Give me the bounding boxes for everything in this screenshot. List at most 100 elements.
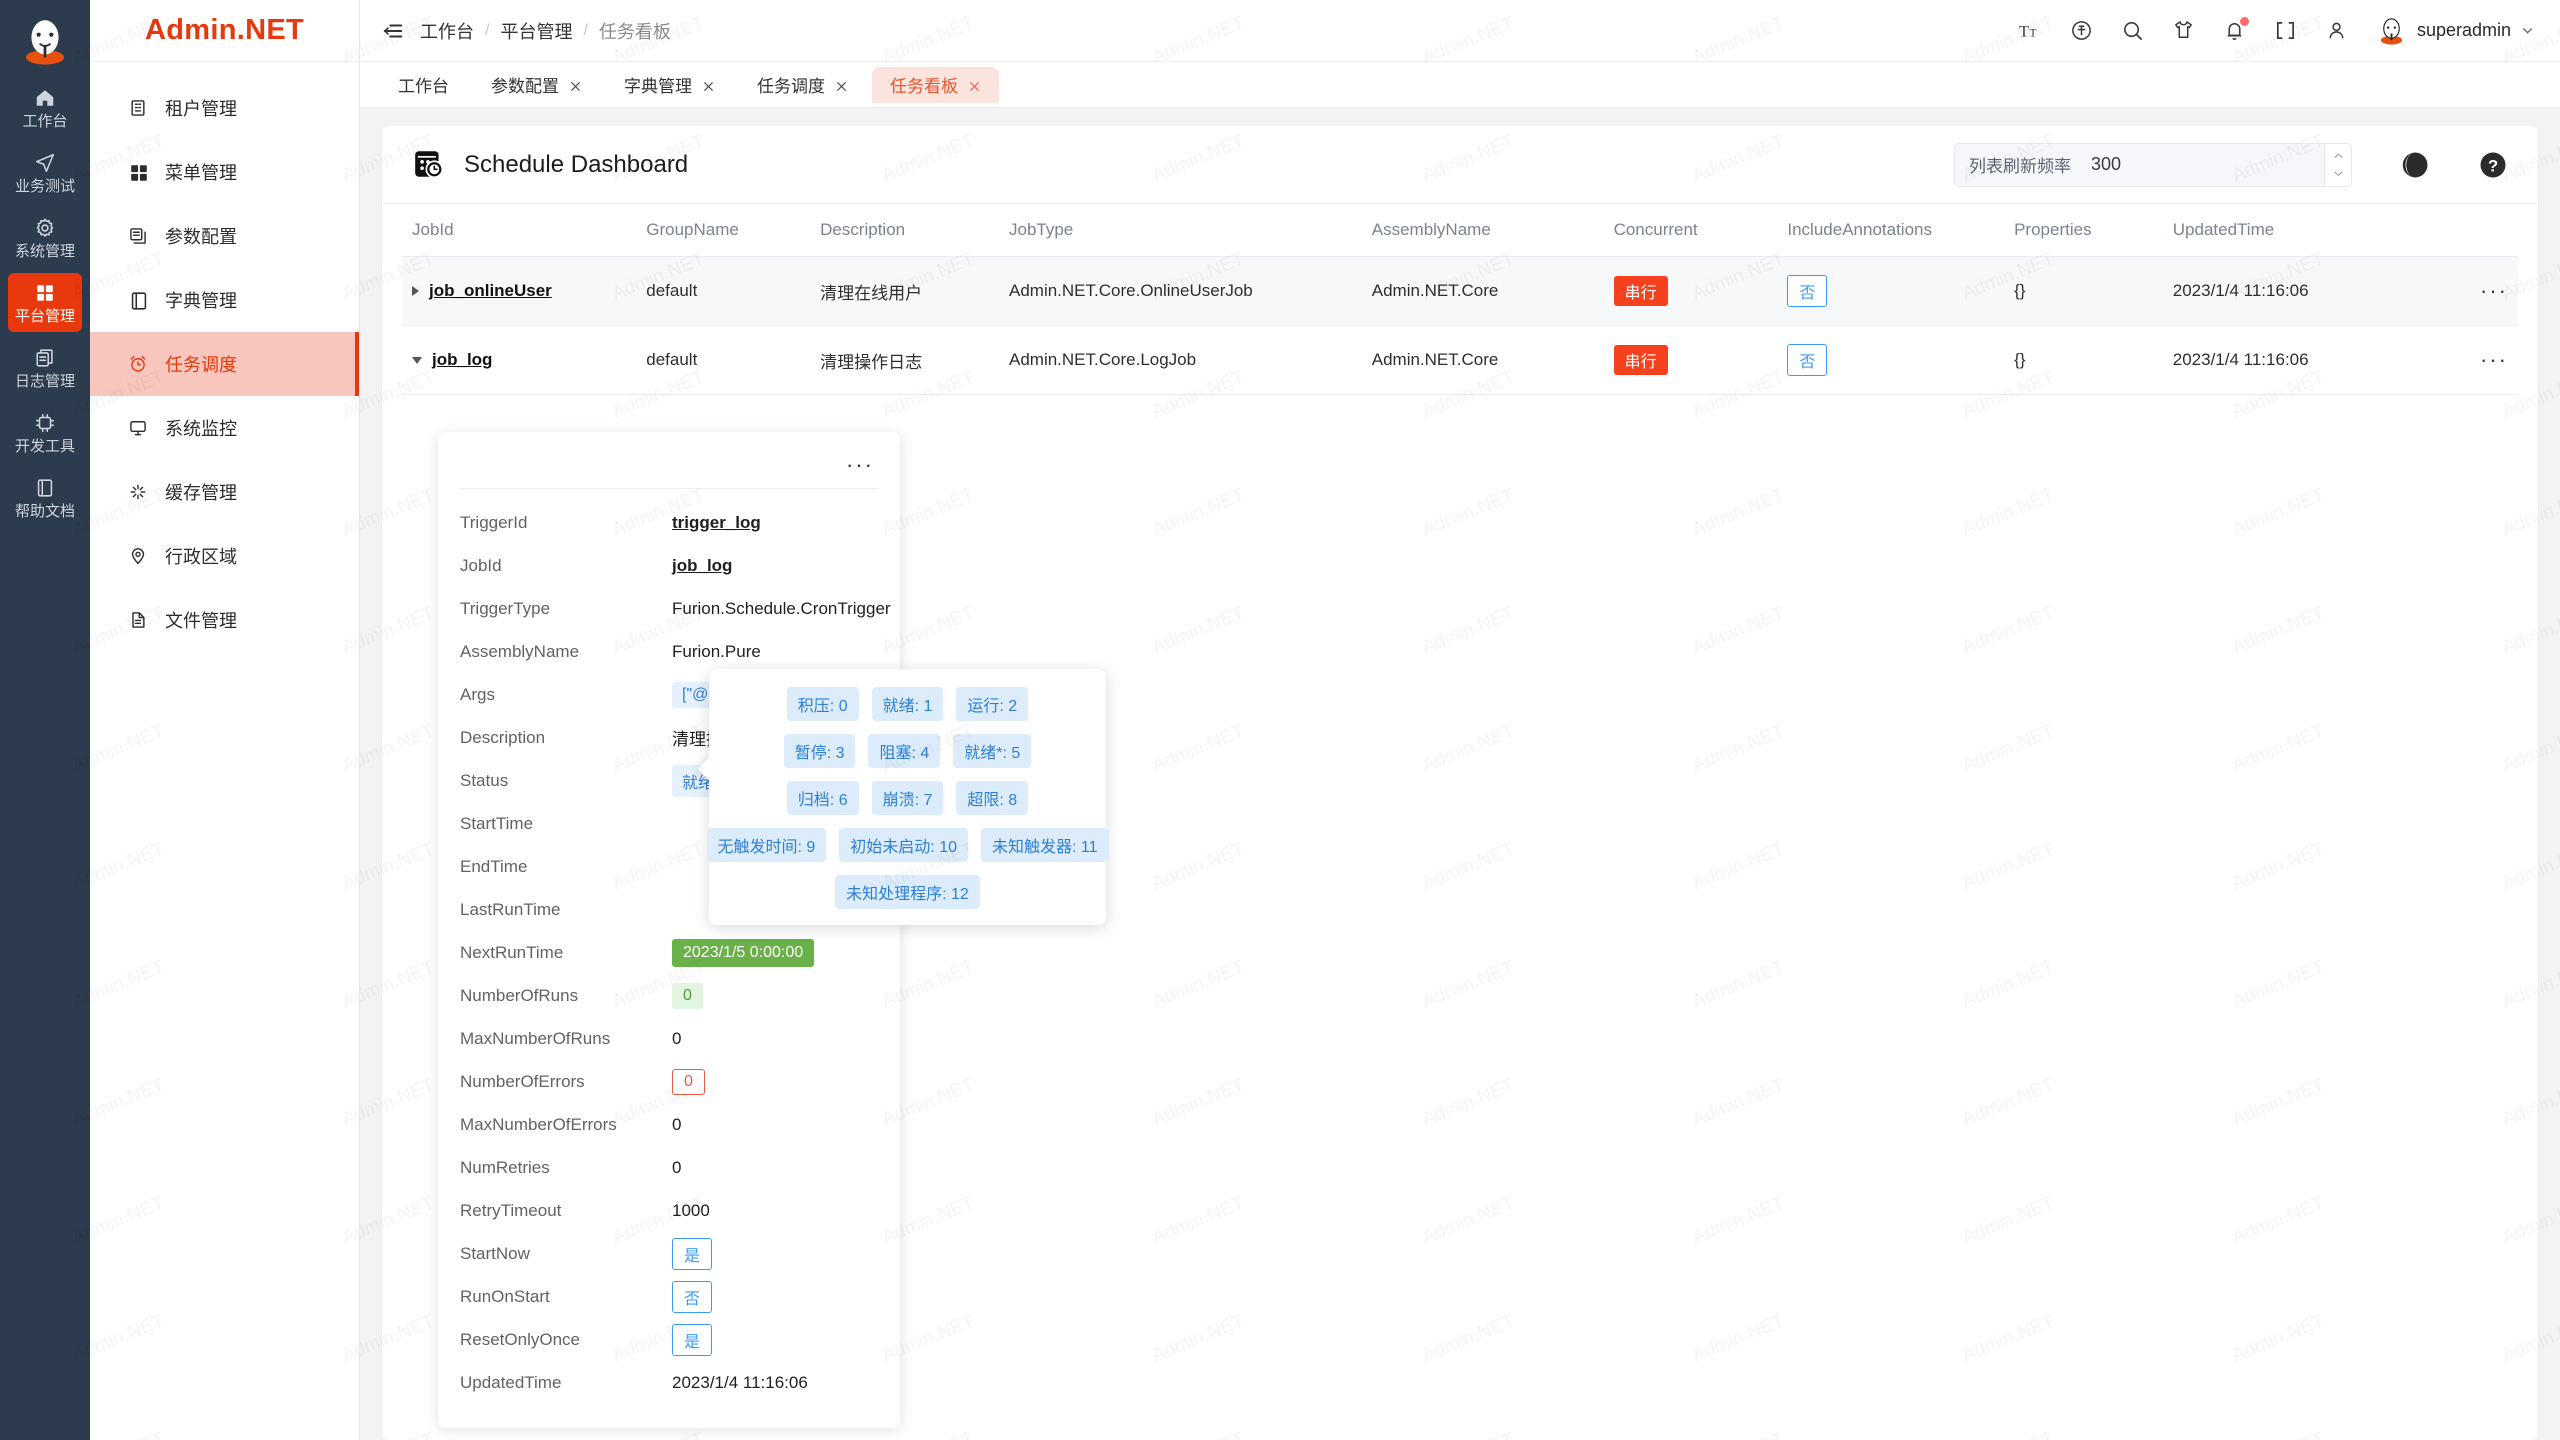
jobid-link[interactable]: job_onlineUser [429,281,552,300]
bell-icon[interactable] [2223,17,2249,42]
sidebar-item-5[interactable]: 系统监控 [90,396,359,460]
include-annotations-badge: 否 [1787,275,1828,307]
close-icon[interactable] [569,78,582,91]
card-header: Schedule Dashboard 列表刷新频率 300 [382,126,2538,204]
book-icon [128,290,148,310]
row-more-icon[interactable]: ··· [2480,347,2508,372]
sidebar-item-4[interactable]: 任务调度 [90,332,359,396]
detail-field-NumberOfRuns: NumberOfRuns 0 [460,974,878,1017]
field-label: ResetOnlyOnce [460,1329,580,1349]
chevron-up-icon [2333,153,2343,158]
field-value-link[interactable]: trigger_log [672,512,761,532]
tab-label: 参数配置 [491,77,559,96]
refresh-frequency-label: 列表刷新频率 [1969,157,2071,176]
rail-item-label: 系统管理 [14,243,75,260]
field-label: RunOnStart [460,1286,550,1306]
sidebar-item-2[interactable]: 参数配置 [90,204,359,268]
breadcrumb-item-1[interactable]: 平台管理 [500,21,573,42]
column-header-3: JobType [999,204,1362,257]
tab-3[interactable]: 任务调度 [739,67,866,103]
breadcrumb-item-0[interactable]: 工作台 [420,21,474,42]
user-menu[interactable]: superadmin [2376,15,2534,46]
column-header-2: Description [810,204,999,257]
close-icon[interactable] [835,78,848,91]
sidebar-item-8[interactable]: 文件管理 [90,588,359,652]
field-value-link[interactable]: job_log [672,555,733,575]
field-label: TriggerType [460,598,551,618]
field-value-chip: 0 [672,1068,705,1095]
sidebar-item-label: 参数配置 [165,227,237,247]
tab-1[interactable]: 参数配置 [473,67,600,103]
cell-jobid: job_onlineUser [402,256,637,326]
tab-0[interactable]: 工作台 [380,67,467,103]
column-header-1: GroupName [636,204,811,257]
sidebar-item-3[interactable]: 字典管理 [90,268,359,332]
status-legend-chip: 初始未启动: 10 [839,828,968,862]
theme-moon-icon[interactable] [2400,150,2430,180]
rail-item-4[interactable]: 日志管理 [8,338,82,397]
user-icon[interactable] [2325,19,2348,42]
theme-shirt-icon[interactable] [2172,19,2195,42]
svg-text:T: T [2019,21,2029,40]
rail-item-3[interactable]: 平台管理 [8,273,82,332]
field-label: Description [460,727,546,747]
font-size-icon[interactable]: T T [2019,19,2042,42]
detail-field-EndTime: EndTime [460,845,878,888]
chevron-down-icon[interactable] [412,356,422,364]
status-legend-chip: 暂停: 3 [783,734,856,768]
table-row: job_onlineUser default 清理在线用户 Admin.NET.… [402,256,2518,326]
close-icon[interactable] [702,78,715,91]
rail-item-2[interactable]: 系统管理 [8,208,82,267]
status-legend-chip: 崩溃: 7 [871,781,944,815]
cell-updatedtime: 2023/1/4 11:16:06 [2162,325,2428,395]
cell-description: 清理操作日志 [810,325,999,395]
field-value-chip: 0 [672,982,703,1009]
sidebar-item-label: 文件管理 [165,611,237,631]
status-legend-row-1: 暂停: 3 阻塞: 4 就绪*: 5 [723,734,1092,768]
field-value-chip: 是 [672,1237,713,1270]
rail-item-5[interactable]: 开发工具 [8,403,82,462]
sidebar-item-1[interactable]: 菜单管理 [90,140,359,204]
tab-2[interactable]: 字典管理 [606,67,733,103]
fullscreen-icon[interactable] [2274,19,2297,42]
cell-updatedtime: 2023/1/4 11:16:06 [2162,256,2428,326]
breadcrumb-item-2[interactable]: 任务看板 [598,21,671,42]
copy-icon [34,347,56,369]
column-header-9 [2427,204,2518,257]
refresh-frequency-stepper[interactable] [2324,142,2352,187]
menu-collapse-icon[interactable] [382,20,404,42]
chip-icon [34,412,56,434]
sidebar-item-7[interactable]: 行政区域 [90,524,359,588]
jobid-link[interactable]: job_log [432,350,493,369]
field-label: NumberOfErrors [460,1071,585,1091]
tab-4[interactable]: 任务看板 [872,66,999,103]
row-more-icon[interactable]: ··· [2480,278,2508,303]
field-label: UpdatedTime [460,1372,562,1392]
cell-concurrent: 串行 [1603,325,1778,395]
svg-text:?: ? [2488,156,2498,175]
field-label: NumRetries [460,1157,550,1177]
rail-item-6[interactable]: 帮助文档 [8,468,82,527]
trigger-detail-more-icon[interactable]: ··· [846,452,874,477]
status-legend-chip: 未知触发器: 11 [981,828,1109,862]
status-legend-chip: 无触发时间: 9 [706,828,827,862]
sidebar-item-6[interactable]: 缓存管理 [90,460,359,524]
top-bar: 工作台 / 平台管理 / 任务看板 T T [360,0,2560,62]
search-icon[interactable] [2121,19,2144,42]
rail-item-label: 日志管理 [14,373,75,390]
rail-item-1[interactable]: 业务测试 [8,143,82,202]
language-icon[interactable] [2070,19,2093,42]
cell-groupname: default [636,325,811,395]
refresh-frequency-input[interactable]: 列表刷新频率 300 [1954,142,2324,187]
notification-badge [2239,17,2249,26]
chevron-right-icon[interactable] [412,286,419,296]
field-label: AssemblyName [460,641,580,661]
close-icon[interactable] [968,78,981,91]
help-question-icon[interactable]: ? [2478,150,2508,180]
sidebar-item-0[interactable]: 租户管理 [90,76,359,140]
field-label: RetryTimeout [460,1200,562,1220]
gear-icon [34,217,56,239]
rail-item-0[interactable]: 工作台 [8,78,82,137]
book-icon [34,477,56,499]
rail-item-label: 工作台 [22,113,68,130]
